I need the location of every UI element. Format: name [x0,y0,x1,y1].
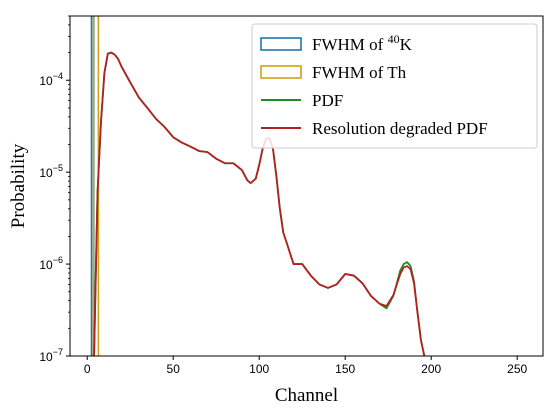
x-axis: 0 50 100 150 200 250 [84,356,528,376]
x-tick-label: 0 [84,362,91,376]
x-tick-label: 250 [507,362,527,376]
plot-frame [69,15,544,357]
legend-label-3: PDF [312,91,343,110]
legend-frame [251,23,538,149]
x-axis-label: Channel [275,385,338,406]
legend-swatch-1 [260,37,302,51]
legend: FWHM of 40K FWHM of Th PDF Resolution degra… [251,23,538,149]
x-tick-label: 150 [335,362,355,376]
y-tick-label: 10−4 [39,71,63,88]
x-tick-label: 100 [249,362,269,376]
y-tick-label: 10−7 [39,347,63,364]
x-tick-label: 200 [421,362,441,376]
y-tick-label: 10−6 [39,255,63,272]
legend-label-1: FWHM of 40K [312,32,413,54]
legend-label-2: FWHM of Th [312,63,407,82]
y-tick-label: 10−5 [39,163,63,180]
y-axis: 10−7 10−6 10−5 10−4 [39,15,70,364]
y-axis-label: Probability [8,143,29,228]
x-tick-label: 50 [167,362,181,376]
legend-swatch-2 [260,65,302,79]
legend-label-4: Resolution degraded PDF [312,119,488,138]
